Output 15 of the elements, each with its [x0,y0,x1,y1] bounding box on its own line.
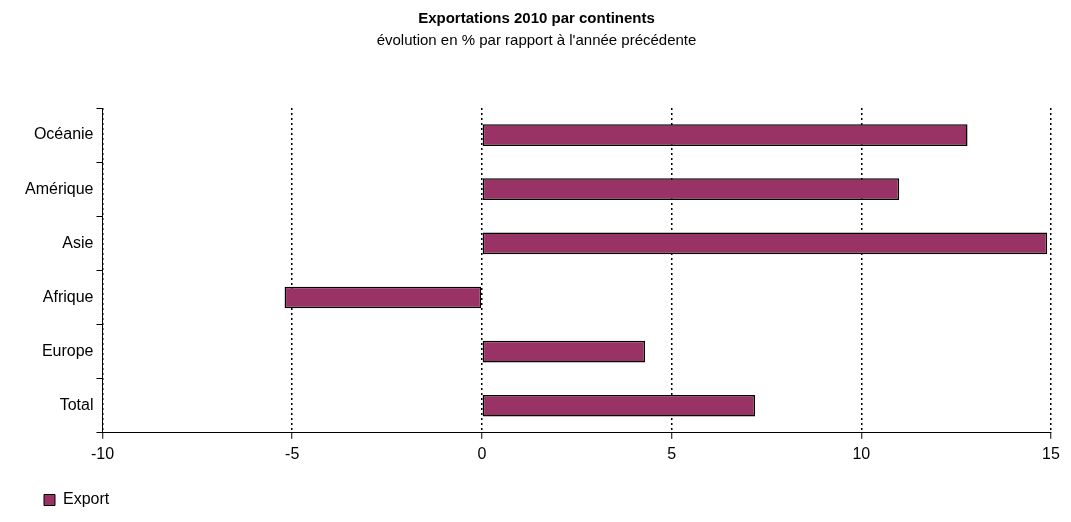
y-tick-label: Afrique [42,287,94,305]
x-tick-label: 0 [477,444,487,462]
y-tick-label: Amérique [24,179,94,197]
x-tick-label: 10 [852,444,871,462]
y-tick-label: Europe [41,342,94,360]
chart-subtitle: évolution en % par rapport à l'année précédente [376,31,697,49]
x-tick-label: 5 [667,444,677,462]
x-tick-label: -10 [90,444,115,462]
legend-label: Export [63,490,110,508]
y-tick-label: Total [59,396,94,414]
chart-title: Exportations 2010 par continents [418,9,655,27]
x-tick-label: 15 [1042,444,1060,462]
x-tick-label: -5 [285,444,300,462]
y-tick-label: Asie [62,233,94,251]
y-tick-label: Océanie [33,125,94,143]
